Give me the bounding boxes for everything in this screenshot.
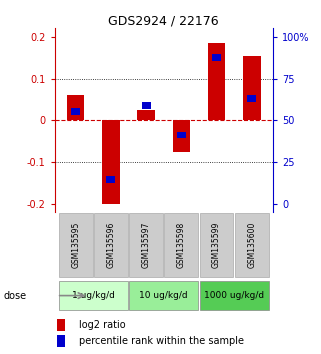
Bar <box>137 110 155 120</box>
Text: GSM135597: GSM135597 <box>142 222 151 268</box>
Text: GSM135596: GSM135596 <box>106 222 116 268</box>
Text: 10 ug/kg/d: 10 ug/kg/d <box>139 291 188 300</box>
Bar <box>142 102 151 109</box>
Bar <box>208 43 225 120</box>
FancyBboxPatch shape <box>94 213 128 277</box>
Bar <box>212 55 221 61</box>
FancyBboxPatch shape <box>200 281 269 310</box>
Text: GSM135598: GSM135598 <box>177 222 186 268</box>
FancyBboxPatch shape <box>235 213 269 277</box>
Bar <box>57 335 65 347</box>
Bar <box>243 56 261 120</box>
Bar <box>177 132 186 138</box>
FancyBboxPatch shape <box>129 213 163 277</box>
Text: 1 ug/kg/d: 1 ug/kg/d <box>72 291 115 300</box>
Bar <box>71 108 80 114</box>
FancyBboxPatch shape <box>164 213 198 277</box>
FancyBboxPatch shape <box>200 213 233 277</box>
Text: GSM135600: GSM135600 <box>247 222 256 268</box>
Text: GSM135595: GSM135595 <box>71 222 80 268</box>
Text: log2 ratio: log2 ratio <box>79 320 125 330</box>
Bar <box>172 120 190 152</box>
FancyBboxPatch shape <box>59 213 92 277</box>
Text: GSM135599: GSM135599 <box>212 222 221 268</box>
Title: GDS2924 / 22176: GDS2924 / 22176 <box>108 14 219 27</box>
Text: 1000 ug/kg/d: 1000 ug/kg/d <box>204 291 264 300</box>
Text: dose: dose <box>3 291 26 301</box>
Bar <box>67 95 84 120</box>
Bar <box>102 120 120 204</box>
Bar <box>107 176 115 183</box>
Bar <box>247 95 256 102</box>
FancyBboxPatch shape <box>59 281 128 310</box>
Bar <box>57 319 65 331</box>
FancyBboxPatch shape <box>129 281 198 310</box>
Text: percentile rank within the sample: percentile rank within the sample <box>79 336 244 346</box>
